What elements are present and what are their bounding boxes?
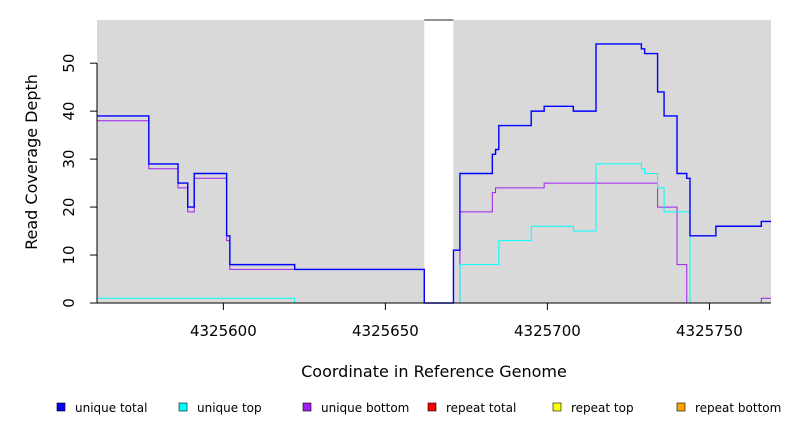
legend-swatch-unique-top [178, 402, 188, 412]
y-tick-label: 0 [60, 298, 78, 308]
x-tick-label: 4325750 [676, 322, 743, 340]
legend-swatch-unique-total [56, 402, 66, 412]
y-axis-title: Read Coverage Depth [22, 74, 41, 250]
legend-swatch-repeat-top [552, 402, 562, 412]
y-tick-label: 40 [60, 102, 78, 121]
y-tick-label: 30 [60, 150, 78, 169]
y-tick-label: 50 [60, 54, 78, 73]
coverage-gap [424, 20, 454, 303]
x-tick-label: 4325700 [514, 322, 581, 340]
legend-label-repeat-top: repeat top [571, 401, 634, 415]
y-tick-label: 20 [60, 198, 78, 217]
legend-label-unique-top: unique top [197, 401, 262, 415]
x-tick-label: 4325650 [352, 322, 419, 340]
legend-label-repeat-bottom: repeat bottom [695, 401, 781, 415]
legend-swatch-unique-bottom [302, 402, 312, 412]
legend-label-unique-total: unique total [75, 401, 147, 415]
x-tick-label: 4325600 [190, 322, 257, 340]
legend-swatch-repeat-bottom [676, 402, 686, 412]
x-axis-title: Coordinate in Reference Genome [301, 362, 567, 381]
legend: unique total unique top unique bottom repea… [56, 401, 781, 415]
legend-label-unique-bottom: unique bottom [321, 401, 409, 415]
legend-label-repeat-total: repeat total [446, 401, 516, 415]
axes-layer: 4325600 4325650 4325700 4325750 0 10 20 30 40 50 [60, 54, 771, 340]
legend-swatch-repeat-total [427, 402, 437, 412]
series-line-unique-total [97, 43, 771, 304]
y-tick-label: 10 [60, 245, 78, 264]
